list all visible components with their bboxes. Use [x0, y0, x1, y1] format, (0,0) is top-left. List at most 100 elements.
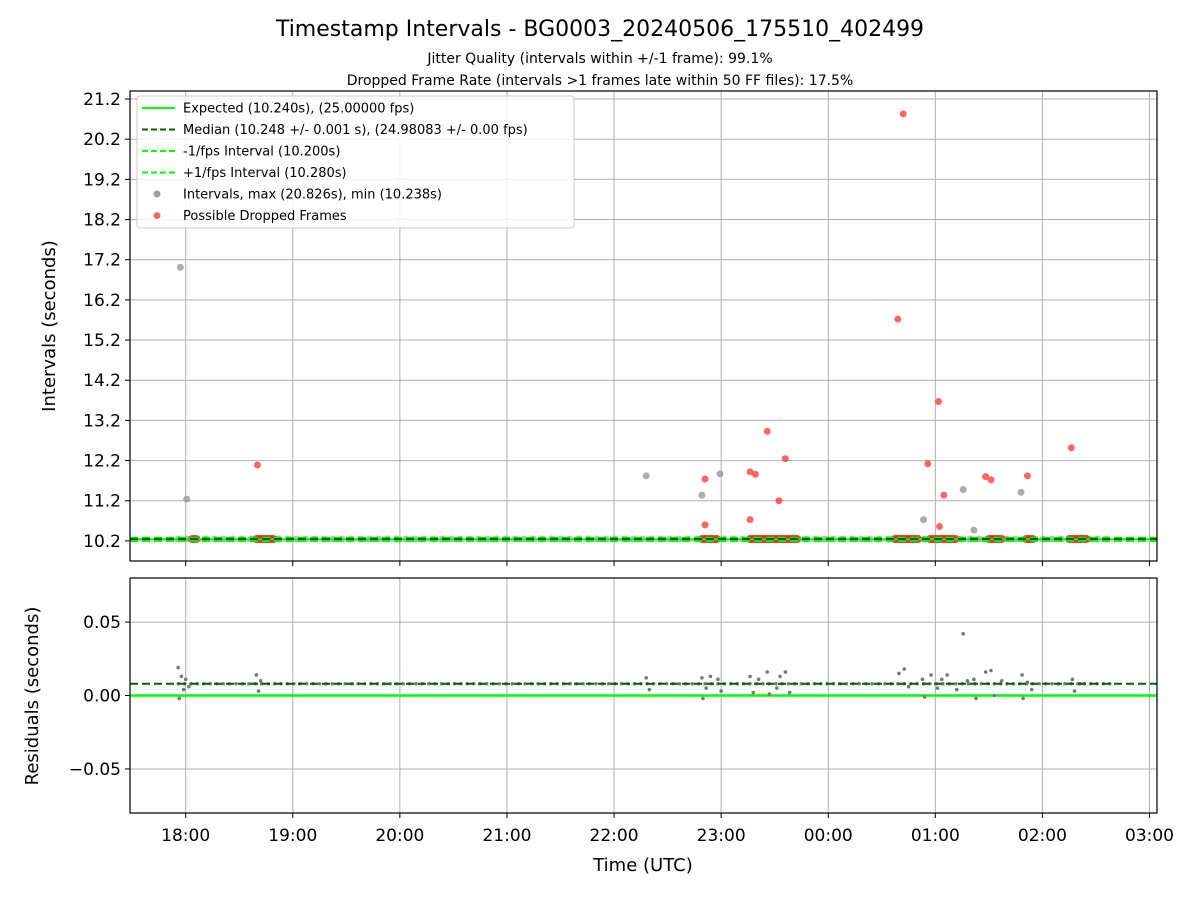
dropped-frame-point: [746, 516, 754, 524]
residual-point: [935, 686, 940, 690]
residual-point: [606, 681, 611, 686]
residual-point: [1021, 696, 1025, 701]
x-tick-label: 02:00: [1018, 826, 1067, 846]
top-y-tick-label: 10.2: [83, 532, 121, 552]
residual-point: [902, 667, 907, 671]
legend-label: +1/fps Interval (10.280s): [183, 166, 347, 181]
interval-point: [920, 516, 928, 524]
dropped-frame-point: [775, 497, 783, 505]
interval-point: [716, 470, 724, 478]
legend-label: Possible Dropped Frames: [183, 209, 347, 224]
dropped-frame-point: [751, 470, 759, 478]
top-y-tick-label: 15.2: [83, 331, 121, 351]
dropped-frame-point: [987, 476, 995, 484]
top-y-tick-label: 21.2: [83, 90, 121, 110]
residual-point: [177, 696, 182, 701]
residual-point: [497, 681, 502, 686]
legend-box: [136, 95, 575, 229]
dropped-frame-point: [935, 398, 943, 406]
x-axis-label: Time (UTC): [592, 855, 693, 876]
top-y-tick-label: 12.2: [83, 452, 121, 472]
residual-point: [1020, 673, 1024, 677]
residual-point: [1063, 681, 1067, 686]
residual-point: [945, 673, 949, 677]
residual-point: [1072, 689, 1077, 693]
residual-point: [187, 684, 191, 689]
residual-point: [748, 674, 752, 679]
bottom-y-tick-label: −0.05: [69, 760, 121, 780]
residual-point: [258, 679, 263, 683]
residual-point: [883, 681, 887, 686]
residual-point: [992, 693, 997, 698]
residual-point: [716, 677, 720, 682]
residual-point: [176, 665, 180, 670]
dropped-frame-point: [1023, 472, 1031, 480]
residual-point: [719, 689, 723, 693]
x-tick-label: 19:00: [268, 826, 317, 846]
x-tick-label: 20:00: [375, 826, 424, 846]
residual-point: [179, 674, 184, 679]
residual-point: [965, 679, 970, 683]
top-y-tick-label: 14.2: [83, 371, 121, 391]
top-plot-points: [130, 110, 1157, 543]
residual-point: [929, 673, 933, 677]
residual-point: [704, 686, 708, 690]
dropped-frame-point: [746, 468, 754, 476]
dropped-frame-point: [701, 521, 709, 529]
residual-point: [953, 681, 958, 686]
residual-point: [906, 684, 911, 689]
residual-point: [765, 670, 769, 674]
legend-items: Expected (10.240s), (25.00000 fps) Median…: [142, 102, 528, 224]
top-plot-frame: [129, 90, 1158, 562]
residual-point: [426, 681, 431, 686]
top-plot-y-axis-label: Intervals (seconds): [39, 240, 60, 412]
residual-point: [972, 677, 976, 682]
interval-point: [970, 526, 978, 534]
top-y-tick-label: 20.2: [83, 130, 121, 150]
residual-point: [700, 676, 704, 680]
residual-point: [703, 681, 707, 686]
dropped-frame-point: [1067, 444, 1075, 452]
top-y-tick-label: 17.2: [83, 251, 121, 271]
bottom-plot-points: [130, 632, 1157, 701]
chart-subtitle-dropped: Dropped Frame Rate (intervals >1 frames …: [347, 73, 854, 89]
residual-point: [767, 692, 772, 696]
bottom-y-tick-label: 0.05: [83, 613, 121, 633]
residual-point: [773, 681, 778, 686]
dropped-frame-point: [940, 491, 948, 499]
legend-marker: [153, 212, 161, 219]
top-y-tick-label: 16.2: [83, 291, 121, 311]
chart-subtitle-jitter: Jitter Quality (intervals within +/-1 fr…: [426, 51, 772, 67]
x-tick-label: 21:00: [482, 826, 531, 846]
residual-point: [761, 681, 765, 686]
residual-point: [234, 681, 238, 686]
residual-point: [786, 681, 791, 686]
residual-point: [974, 696, 978, 701]
residual-point: [897, 671, 901, 676]
residual-point: [1037, 681, 1042, 686]
top-plot-y-ticks: 10.2 11.2 12.2 13.2 14.2 15.2 16.2 17.2 18.2 19.2…: [83, 90, 130, 552]
bottom-plot-y-axis-label: Residuals (seconds): [22, 607, 43, 786]
bottom-plot-x-ticks: 18:00 19:00 20:00 21:00 22:00 23:00 00:00 01:00…: [161, 813, 1174, 846]
residual-point: [783, 670, 788, 674]
residual-point: [254, 673, 259, 677]
residual-point: [787, 690, 792, 695]
dropped-frame-point: [924, 460, 932, 468]
x-tick-label: 01:00: [911, 826, 960, 846]
residual-point: [256, 689, 261, 693]
legend-label: Median (10.248 +/- 0.001 s), (24.98083 +…: [183, 123, 528, 138]
legend-label: Expected (10.240s), (25.00000 fps): [183, 102, 414, 117]
residual-point: [594, 681, 598, 686]
interval-point: [183, 495, 191, 503]
legend-marker: [153, 190, 161, 198]
residual-point: [1070, 677, 1075, 682]
dropped-frame-point: [899, 110, 907, 118]
residual-point: [414, 681, 418, 686]
interval-point: [642, 472, 650, 480]
dropped-frame-point: [982, 473, 990, 481]
top-y-tick-label: 19.2: [83, 170, 121, 190]
legend-label: -1/fps Interval (10.200s): [183, 145, 340, 160]
residual-point: [778, 674, 782, 679]
residual-point: [317, 681, 322, 686]
